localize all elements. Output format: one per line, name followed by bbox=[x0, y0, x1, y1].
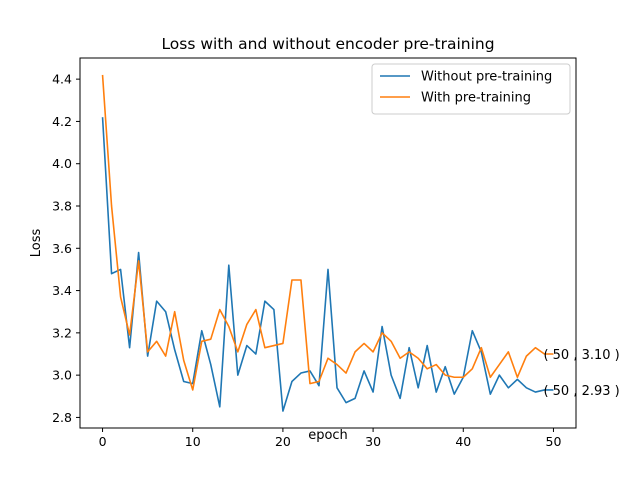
legend-label-without-pretraining: Without pre-training bbox=[421, 70, 552, 85]
legend-box bbox=[371, 63, 571, 115]
x-axis: 0 10 20 30 40 50 bbox=[99, 428, 562, 449]
y-tick-label: 4.4 bbox=[52, 72, 72, 87]
y-tick-label: 3.8 bbox=[52, 199, 72, 214]
plot-area bbox=[101, 74, 554, 412]
x-tick-label: 30 bbox=[365, 434, 381, 449]
y-tick-label: 3.6 bbox=[52, 241, 72, 256]
axes-frame bbox=[79, 57, 577, 429]
legend: Without pre-training With pre-training bbox=[371, 63, 571, 115]
x-tick-label: 50 bbox=[546, 434, 562, 449]
series-line-without-pretraining bbox=[101, 117, 554, 412]
y-tick-label: 4.0 bbox=[52, 156, 72, 171]
y-tick-label: 3.4 bbox=[52, 283, 72, 298]
series-line-with-pretraining bbox=[101, 74, 554, 391]
annotations: ( 50 , 3.10 ) ( 50 , 2.93 ) bbox=[543, 348, 619, 399]
y-tick-label: 2.8 bbox=[52, 410, 72, 425]
x-tick-label: 10 bbox=[185, 434, 201, 449]
x-axis-label: epoch bbox=[308, 428, 348, 443]
y-tick-label: 3.0 bbox=[52, 368, 72, 383]
y-axis: 2.8 3.0 3.2 3.4 3.6 3.8 4.0 4.2 4.4 bbox=[52, 72, 80, 425]
x-tick-label: 40 bbox=[455, 434, 471, 449]
y-tick-label: 3.2 bbox=[52, 325, 72, 340]
legend-label-with-pretraining: With pre-training bbox=[421, 91, 531, 106]
point-annotation: ( 50 , 3.10 ) bbox=[543, 348, 619, 363]
point-annotation: ( 50 , 2.93 ) bbox=[543, 384, 619, 399]
x-tick-label: 0 bbox=[99, 434, 107, 449]
y-axis-label: Loss bbox=[29, 229, 44, 258]
y-tick-label: 4.2 bbox=[52, 114, 72, 129]
chart-title: Loss with and without encoder pre-traini… bbox=[161, 35, 494, 53]
x-tick-label: 20 bbox=[275, 434, 291, 449]
